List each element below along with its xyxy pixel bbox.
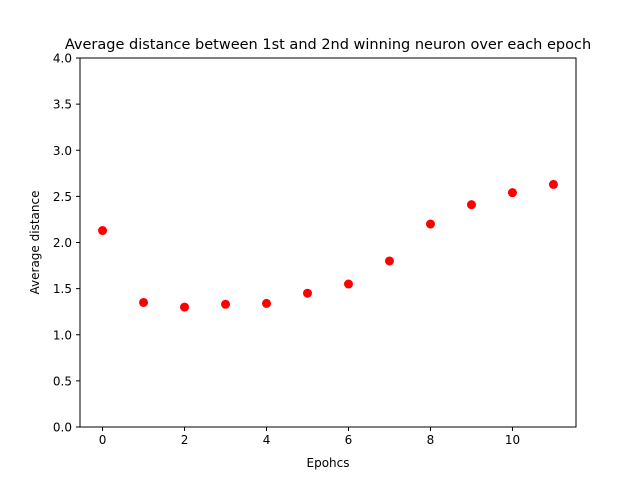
y-tick-label: 0.5	[53, 374, 72, 388]
data-point	[180, 302, 190, 312]
data-point	[343, 279, 353, 289]
data-point	[507, 188, 517, 198]
y-tick-label: 0.0	[53, 421, 72, 435]
data-point	[139, 297, 149, 307]
x-axis-label: Epohcs	[307, 456, 350, 470]
y-tick-label: 1.0	[53, 328, 72, 342]
data-point	[548, 179, 558, 189]
plot-area	[80, 58, 576, 427]
chart-title: Average distance between 1st and 2nd win…	[65, 37, 591, 53]
data-point	[98, 226, 108, 236]
y-tick-label: 3.0	[53, 144, 72, 158]
x-tick-label: 6	[345, 433, 353, 447]
data-point	[466, 200, 476, 210]
data-point	[221, 299, 231, 309]
x-tick-label: 8	[427, 433, 435, 447]
plot-frame	[79, 57, 577, 428]
y-tick-label: 1.5	[53, 282, 72, 296]
y-axis-label: Average distance	[28, 191, 42, 295]
y-tick-label: 2.5	[53, 190, 72, 204]
y-tick-label: 3.5	[53, 98, 72, 112]
data-points	[98, 179, 558, 312]
data-point	[262, 298, 272, 308]
y-tick-label: 4.0	[53, 52, 72, 66]
data-point	[425, 219, 435, 229]
x-tick-label: 10	[505, 433, 520, 447]
x-axis-ticks: 0 2 4 6 8 10	[99, 427, 520, 447]
x-tick-label: 4	[263, 433, 271, 447]
data-point	[303, 288, 313, 298]
x-tick-label: 2	[181, 433, 189, 447]
y-axis-ticks: 0.0 0.5 1.0 1.5 2.0 2.5 3.0 3.5 4.0	[53, 52, 80, 435]
y-tick-label: 2.0	[53, 236, 72, 250]
x-tick-label: 0	[99, 433, 107, 447]
data-point	[384, 256, 394, 266]
